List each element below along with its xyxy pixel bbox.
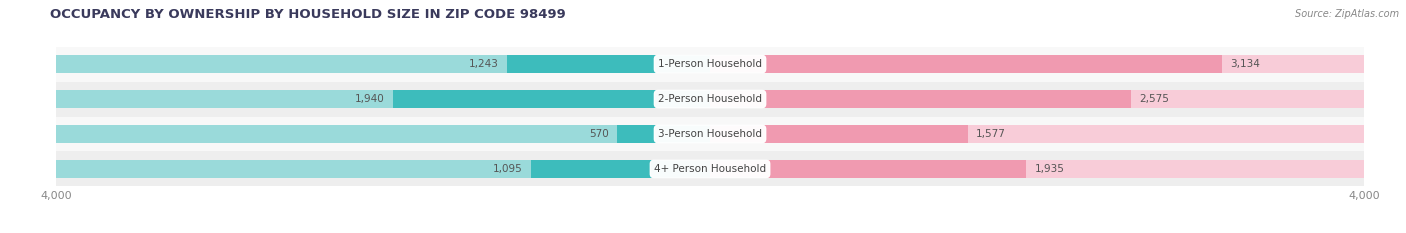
Bar — [710, 90, 1364, 108]
Text: 1,940: 1,940 — [356, 94, 385, 104]
Bar — [56, 82, 1364, 116]
Text: OCCUPANCY BY OWNERSHIP BY HOUSEHOLD SIZE IN ZIP CODE 98499: OCCUPANCY BY OWNERSHIP BY HOUSEHOLD SIZE… — [49, 8, 565, 21]
Bar — [56, 125, 710, 143]
Text: 570: 570 — [589, 129, 609, 139]
Bar — [710, 160, 1364, 178]
Bar — [710, 55, 1222, 73]
Text: 1,577: 1,577 — [976, 129, 1005, 139]
Bar — [392, 90, 710, 108]
Bar — [617, 125, 710, 143]
Text: 3,134: 3,134 — [1230, 59, 1260, 69]
Bar — [710, 90, 1130, 108]
Text: 1-Person Household: 1-Person Household — [658, 59, 762, 69]
Bar — [56, 116, 1364, 151]
Bar — [56, 90, 710, 108]
Bar — [508, 55, 710, 73]
Bar — [56, 160, 710, 178]
Text: 4+ Person Household: 4+ Person Household — [654, 164, 766, 174]
Bar — [56, 55, 710, 73]
Text: 2,575: 2,575 — [1139, 94, 1168, 104]
Text: 2-Person Household: 2-Person Household — [658, 94, 762, 104]
Bar — [56, 47, 1364, 82]
Bar — [56, 151, 1364, 186]
Text: Source: ZipAtlas.com: Source: ZipAtlas.com — [1295, 9, 1399, 19]
Text: 1,243: 1,243 — [468, 59, 499, 69]
Text: 3-Person Household: 3-Person Household — [658, 129, 762, 139]
Bar — [531, 160, 710, 178]
Bar — [710, 125, 1364, 143]
Bar — [710, 160, 1026, 178]
Bar — [710, 55, 1364, 73]
Text: 1,095: 1,095 — [494, 164, 523, 174]
Bar — [710, 125, 967, 143]
Text: 1,935: 1,935 — [1035, 164, 1064, 174]
